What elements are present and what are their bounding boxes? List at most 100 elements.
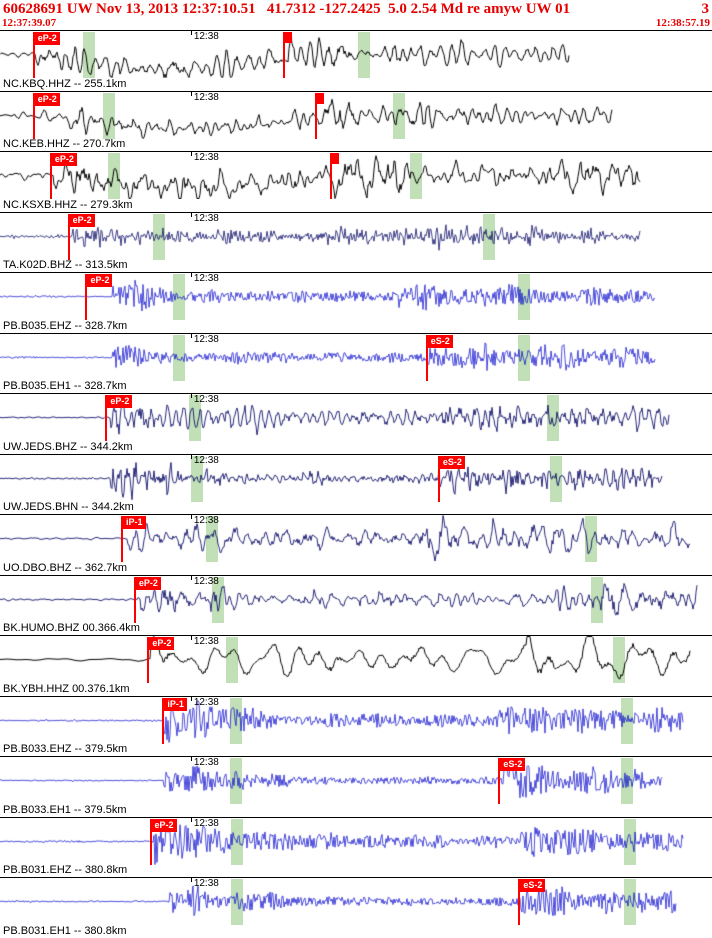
time-tick-label: 12:38 bbox=[193, 212, 219, 224]
time-tick-mark bbox=[190, 878, 192, 882]
waveform-canvas[interactable] bbox=[0, 757, 712, 804]
pick-flag[interactable]: eP-2 bbox=[34, 92, 60, 106]
time-tick-mark bbox=[190, 212, 192, 217]
time-tick-mark bbox=[190, 333, 192, 338]
time-tick-mark bbox=[190, 515, 192, 519]
station-label[interactable]: BK.YBH.HHZ 00.376.1km bbox=[3, 682, 130, 695]
trace-row-10: 12:38 eP-2 BK.HUMO.BHZ 00.366.4km bbox=[0, 575, 712, 636]
time-tick-label: 12:38 bbox=[193, 696, 219, 708]
header: 60628691 UW Nov 13, 2013 12:37:10.51 41.… bbox=[0, 0, 712, 30]
time-tick-mark bbox=[190, 817, 192, 822]
time-tick-mark bbox=[190, 273, 192, 277]
time-tick-label: 12:38 bbox=[193, 515, 219, 526]
pick-line bbox=[67, 213, 70, 260]
pick-flag[interactable]: eP-2 bbox=[149, 637, 175, 650]
pick-line bbox=[314, 92, 317, 139]
time-tick-label: 12:38 bbox=[193, 636, 219, 647]
pick-flag[interactable]: eS-2 bbox=[439, 455, 465, 469]
pick-flag[interactable]: eS-2 bbox=[427, 334, 453, 348]
trace-row-13: 12:38 eS-2 PB.B033.EH1 -- 379.5km bbox=[0, 757, 712, 818]
time-window-line: 12:37:39.07 12:38:57.19 bbox=[2, 17, 710, 29]
time-tick-mark bbox=[190, 757, 192, 761]
waveform-canvas[interactable] bbox=[0, 575, 712, 623]
station-label[interactable]: TA.K02D.BHZ -- 313.5km bbox=[3, 259, 128, 271]
waveform-canvas[interactable] bbox=[0, 152, 712, 199]
trace-row-1: 12:38 eP-2 NC.KBQ.HHZ -- 255.1km bbox=[0, 31, 712, 92]
pick-line bbox=[149, 818, 152, 865]
time-tick-label: 12:38 bbox=[193, 91, 219, 103]
pick-flag[interactable]: eP-2 bbox=[135, 576, 161, 590]
pick-flag[interactable]: eS-2 bbox=[500, 758, 526, 771]
trace-row-8: 12:38 eS-2 UW.JEDS.BHN -- 344.2km bbox=[0, 454, 712, 515]
pick-line bbox=[329, 153, 332, 199]
event-summary: 60628691 UW Nov 13, 2013 12:37:10.51 41.… bbox=[3, 1, 571, 17]
pick-line bbox=[437, 455, 440, 502]
station-label[interactable]: PB.B033.EH1 -- 379.5km bbox=[3, 803, 127, 816]
trace-row-5: 12:38 eP-2 PB.B035.EHZ -- 328.7km bbox=[0, 273, 712, 334]
station-label[interactable]: UW.JEDS.BHZ -- 344.2km bbox=[3, 440, 133, 453]
waveform-canvas[interactable] bbox=[0, 273, 712, 320]
station-label[interactable]: UW.JEDS.BHN -- 344.2km bbox=[3, 501, 134, 513]
event-summary-line: 60628691 UW Nov 13, 2013 12:37:10.51 41.… bbox=[3, 1, 709, 18]
pick-flag[interactable] bbox=[331, 153, 339, 164]
pick-line bbox=[32, 92, 35, 139]
waveform-canvas[interactable] bbox=[0, 212, 712, 260]
station-label[interactable]: PB.B035.EHZ -- 328.7km bbox=[3, 319, 128, 332]
trace-row-7: 12:38 eP-2 UW.JEDS.BHZ -- 344.2km bbox=[0, 394, 712, 455]
pick-flag[interactable] bbox=[284, 32, 292, 43]
time-tick-mark bbox=[190, 31, 192, 35]
waveform-canvas[interactable] bbox=[0, 817, 712, 865]
station-label[interactable]: UO.DBO.BHZ -- 362.7km bbox=[3, 561, 128, 574]
pick-line bbox=[32, 32, 35, 78]
station-label[interactable]: BK.HUMO.BHZ 00.366.4km bbox=[3, 622, 140, 634]
pick-line bbox=[498, 758, 501, 804]
trace-row-4: 12:38 eP-2 TA.K02D.BHZ -- 313.5km bbox=[0, 212, 712, 273]
trace-row-3: 12:38 eP-2 NC.KSXB.HHZ -- 279.3km bbox=[0, 152, 712, 213]
time-tick-label: 12:38 bbox=[193, 878, 219, 889]
waveform-canvas[interactable] bbox=[0, 878, 712, 925]
pick-flag[interactable]: iP-1 bbox=[164, 697, 187, 711]
pick-flag[interactable]: eP-2 bbox=[69, 213, 95, 227]
pick-flag[interactable] bbox=[316, 92, 324, 104]
waveform-canvas[interactable] bbox=[0, 515, 712, 562]
trace-row-15: 12:38 eS-2 PB.B031.EH1 -- 380.8km bbox=[0, 878, 712, 938]
station-label[interactable]: PB.B033.EHZ -- 379.5km bbox=[3, 743, 128, 755]
pick-line bbox=[147, 637, 150, 683]
waveform-canvas[interactable] bbox=[0, 91, 712, 139]
pick-flag[interactable]: eP-2 bbox=[51, 153, 77, 166]
pick-line bbox=[105, 395, 108, 441]
pick-flag[interactable]: iP-1 bbox=[123, 516, 146, 529]
station-label[interactable]: NC.KSXB.HHZ -- 279.3km bbox=[3, 198, 133, 211]
time-tick-label: 12:38 bbox=[193, 575, 219, 587]
trace-row-14: 12:38 eP-2 PB.B031.EHZ -- 380.8km bbox=[0, 817, 712, 878]
time-tick-label: 12:38 bbox=[193, 333, 219, 345]
waveform-canvas[interactable] bbox=[0, 696, 712, 744]
pick-line bbox=[49, 153, 52, 199]
waveform-canvas[interactable] bbox=[0, 636, 712, 683]
pick-flag[interactable]: eP-2 bbox=[34, 32, 60, 45]
time-tick-mark bbox=[190, 696, 192, 701]
pick-line bbox=[282, 32, 285, 78]
trace-row-6: 12:38 eS-2 PB.B035.EH1 -- 328.7km bbox=[0, 333, 712, 394]
pick-line bbox=[85, 274, 88, 320]
pick-flag[interactable]: eP-2 bbox=[151, 818, 177, 832]
station-label[interactable]: PB.B031.EHZ -- 380.8km bbox=[3, 864, 128, 876]
time-tick-mark bbox=[190, 152, 192, 156]
time-tick-mark bbox=[190, 575, 192, 580]
waveform-canvas[interactable] bbox=[0, 454, 712, 502]
time-tick-label: 12:38 bbox=[193, 817, 219, 829]
time-tick-mark bbox=[190, 91, 192, 96]
trace-row-11: 12:38 eP-2 BK.YBH.HHZ 00.376.1km bbox=[0, 636, 712, 697]
waveform-canvas[interactable] bbox=[0, 333, 712, 381]
station-label[interactable]: PB.B031.EH1 -- 380.8km bbox=[3, 924, 127, 937]
trace-row-2: 12:38 eP-2 NC.KEB.HHZ -- 270.7km bbox=[0, 91, 712, 152]
pick-line bbox=[425, 334, 428, 381]
pick-flag[interactable]: eP-2 bbox=[87, 274, 113, 287]
station-label[interactable]: NC.KEB.HHZ -- 270.7km bbox=[3, 138, 126, 150]
station-label[interactable]: NC.KBQ.HHZ -- 255.1km bbox=[3, 77, 127, 90]
pick-flag[interactable]: eP-2 bbox=[107, 395, 133, 408]
station-label[interactable]: PB.B035.EH1 -- 328.7km bbox=[3, 380, 127, 392]
pick-flag[interactable]: eS-2 bbox=[520, 879, 546, 892]
time-tick-mark bbox=[190, 394, 192, 398]
waveform-canvas[interactable] bbox=[0, 31, 712, 78]
